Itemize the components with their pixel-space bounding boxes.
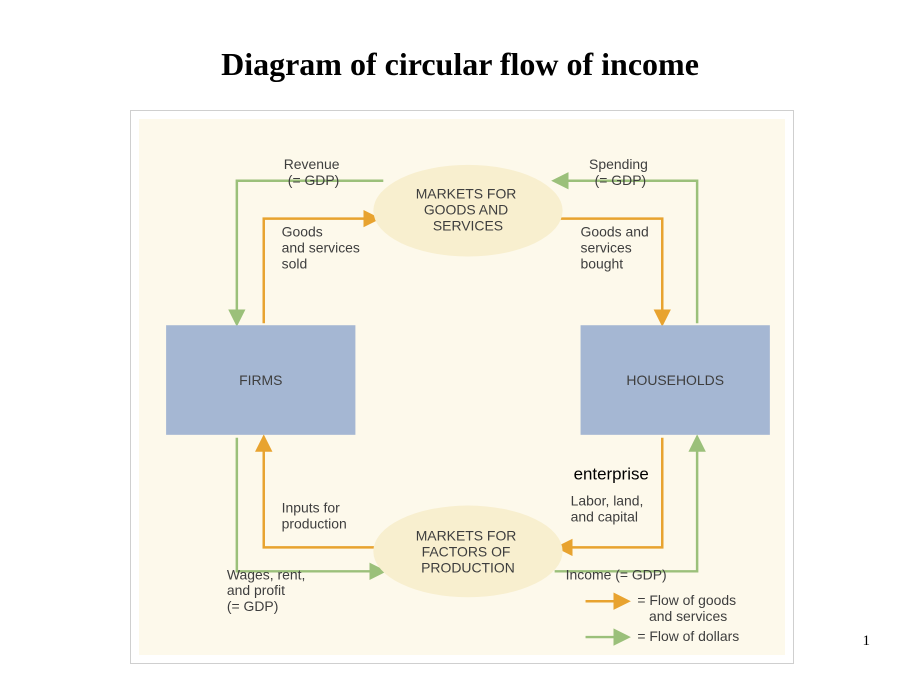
label-wages: Wages, rent, and profit (= GDP): [227, 566, 309, 614]
diagram-inner: MARKETS FOR GOODS AND SERVICES MARKETS F…: [139, 119, 785, 655]
label-enterprise: enterprise: [574, 465, 649, 484]
label-labor: Labor, land, and capital: [571, 493, 648, 525]
factors-market-node: [373, 506, 562, 598]
flow-wages: [237, 438, 383, 572]
label-spending: Spending (= GDP): [589, 156, 652, 188]
firms-node: [166, 325, 355, 435]
circular-flow-diagram: MARKETS FOR GOODS AND SERVICES MARKETS F…: [139, 119, 785, 655]
label-goods-sold: Goods and services sold: [282, 224, 364, 272]
label-revenue: Revenue (= GDP): [284, 156, 344, 188]
label-income: Income (= GDP): [566, 566, 667, 582]
label-goods-bought: Goods and services bought: [581, 224, 653, 272]
households-node: [581, 325, 770, 435]
diagram-frame: MARKETS FOR GOODS AND SERVICES MARKETS F…: [130, 110, 794, 664]
legend: = Flow of goods and services = Flow of d…: [586, 592, 740, 644]
flow-inputs: [264, 438, 378, 548]
flow-goods-bought: [559, 219, 663, 324]
label-inputs: Inputs for production: [282, 500, 347, 532]
legend-goods-label: = Flow of goods and services: [637, 592, 740, 624]
flow-goods-sold: [264, 219, 378, 324]
goods-market-node: [373, 165, 562, 257]
legend-dollars-label: = Flow of dollars: [637, 628, 739, 644]
flow-income: [555, 438, 697, 572]
page-title: Diagram of circular flow of income: [0, 46, 920, 83]
flow-spending: [555, 181, 697, 323]
flow-revenue: [237, 181, 383, 323]
page-number: 1: [863, 633, 871, 650]
flow-labor: [559, 438, 663, 548]
